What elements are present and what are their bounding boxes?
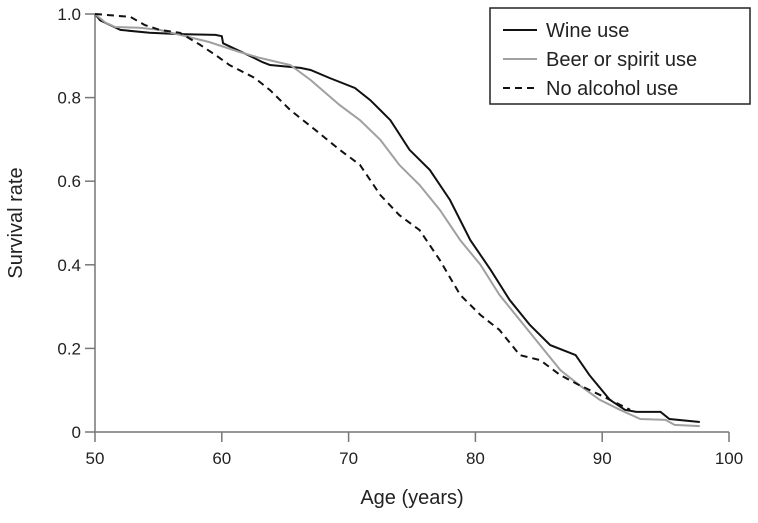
y-tick-label: 0.2: [57, 339, 81, 358]
legend: Wine use Beer or spirit use No alcohol use: [489, 7, 751, 105]
y-tick-label: 1.0: [57, 5, 81, 24]
x-tick-label: 90: [593, 449, 612, 468]
y-tick-label: 0.4: [57, 256, 81, 275]
legend-label: No alcohol use: [546, 78, 678, 100]
x-tick-label: 70: [339, 449, 358, 468]
y-tick-label: 0.8: [57, 89, 81, 108]
series-line-no-alcohol-use: [94, 13, 631, 411]
legend-label: Wine use: [546, 20, 629, 42]
x-tick-label: 100: [715, 449, 743, 468]
x-tick-label: 80: [466, 449, 485, 468]
x-tick-label: 50: [86, 449, 105, 468]
series-line-beer-or-spirit-use: [94, 13, 700, 428]
series-line-wine-use: [94, 13, 700, 423]
x-axis-label: Age (years): [360, 487, 463, 509]
x-tick-label: 60: [212, 449, 231, 468]
y-tick-label: 0.6: [57, 172, 81, 191]
y-tick-label: 0: [72, 423, 81, 442]
y-axis-label: Survival rate: [5, 167, 27, 278]
legend-label: Beer or spirit use: [546, 49, 697, 71]
